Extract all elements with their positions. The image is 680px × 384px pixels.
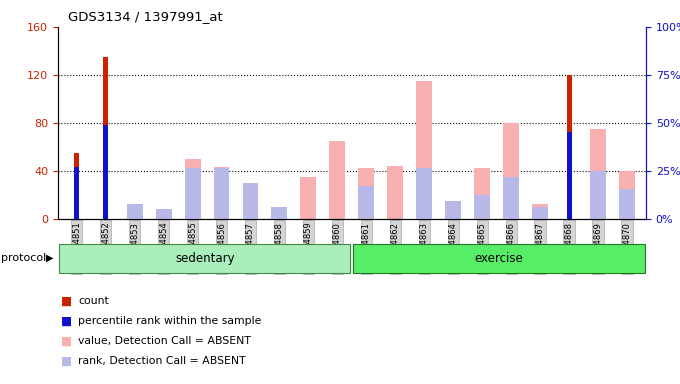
Text: ▶: ▶ <box>46 253 54 263</box>
Bar <box>214 169 229 219</box>
Bar <box>74 153 80 219</box>
Bar <box>445 201 461 219</box>
Bar <box>243 183 258 219</box>
Bar <box>532 207 548 219</box>
Text: rank, Detection Call = ABSENT: rank, Detection Call = ABSENT <box>78 356 246 366</box>
Bar <box>271 207 288 219</box>
Bar <box>503 177 520 219</box>
Bar <box>416 169 432 219</box>
Bar <box>184 159 201 219</box>
Bar <box>566 132 572 219</box>
Text: protocol: protocol <box>1 253 47 263</box>
Text: count: count <box>78 296 109 306</box>
Bar <box>126 204 143 219</box>
Bar <box>358 187 375 219</box>
Text: GDS3134 / 1397991_at: GDS3134 / 1397991_at <box>68 10 223 23</box>
Bar <box>271 207 288 219</box>
Bar <box>475 195 490 219</box>
Bar <box>503 123 520 219</box>
Text: ■: ■ <box>61 335 72 348</box>
Bar <box>475 169 490 219</box>
Text: exercise: exercise <box>475 252 524 265</box>
Bar <box>619 171 635 219</box>
Bar <box>126 207 143 219</box>
Bar <box>103 57 108 219</box>
Text: value, Detection Call = ABSENT: value, Detection Call = ABSENT <box>78 336 251 346</box>
Bar <box>354 243 645 273</box>
Bar <box>214 167 229 219</box>
Bar <box>566 75 572 219</box>
Text: ■: ■ <box>61 295 72 308</box>
Text: ■: ■ <box>61 355 72 368</box>
Bar <box>358 169 375 219</box>
Bar <box>156 209 171 219</box>
Bar <box>156 212 171 219</box>
Bar <box>532 204 548 219</box>
Bar <box>590 129 606 219</box>
Bar <box>59 243 350 273</box>
Bar <box>619 189 635 219</box>
Text: ■: ■ <box>61 315 72 328</box>
Bar <box>416 81 432 219</box>
Bar <box>445 204 461 219</box>
Bar <box>103 125 108 219</box>
Bar <box>74 167 80 219</box>
Text: percentile rank within the sample: percentile rank within the sample <box>78 316 262 326</box>
Bar <box>243 183 258 219</box>
Bar <box>388 166 403 219</box>
Bar <box>329 141 345 219</box>
Bar <box>184 169 201 219</box>
Text: sedentary: sedentary <box>175 252 235 265</box>
Bar <box>301 177 316 219</box>
Bar <box>590 171 606 219</box>
